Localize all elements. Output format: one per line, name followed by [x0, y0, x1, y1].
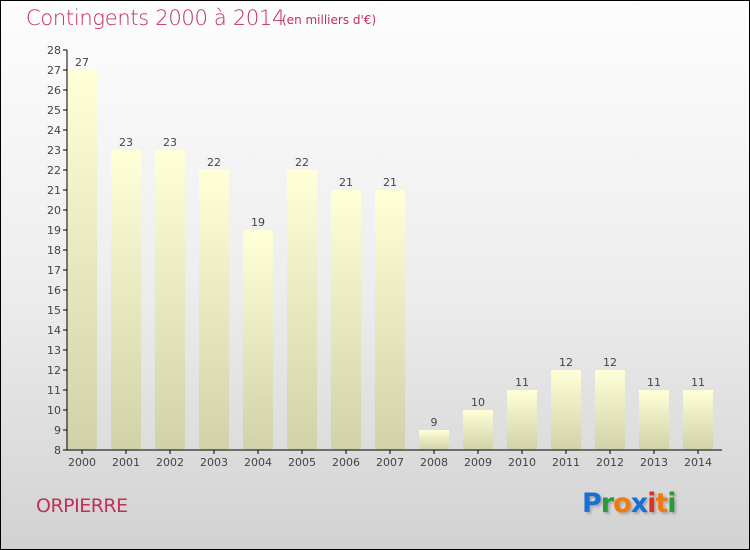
- y-tick-label-11: 11: [47, 384, 61, 397]
- x-tick-label-2013: 2013: [640, 456, 668, 469]
- y-tick-label-19: 19: [47, 224, 61, 237]
- logo-letter: i: [667, 488, 676, 519]
- bar-2006: [331, 190, 361, 450]
- data-label-2007: 21: [383, 176, 397, 189]
- bar-2003: [199, 170, 229, 450]
- x-tick-label-2007: 2007: [376, 456, 404, 469]
- data-label-2011: 12: [559, 356, 573, 369]
- data-label-2002: 23: [163, 136, 177, 149]
- data-label-2008: 9: [431, 416, 438, 429]
- y-tick-label-16: 16: [47, 284, 61, 297]
- data-label-2009: 10: [471, 396, 485, 409]
- x-tick-label-2000: 2000: [68, 456, 96, 469]
- bar-2011: [551, 370, 581, 450]
- y-tick-label-8: 8: [54, 444, 61, 457]
- x-tick-label-2005: 2005: [288, 456, 316, 469]
- bar-2013: [639, 390, 669, 450]
- chart-subtitle: (en milliers d'€): [282, 13, 377, 27]
- y-tick-label-26: 26: [47, 84, 61, 97]
- logo-letter: r: [600, 488, 614, 519]
- data-label-2013: 11: [647, 376, 661, 389]
- y-tick-label-25: 25: [47, 104, 61, 117]
- data-label-2000: 27: [75, 56, 89, 69]
- data-label-2006: 21: [339, 176, 353, 189]
- x-tick-label-2003: 2003: [200, 456, 228, 469]
- bar-2001: [111, 150, 141, 450]
- bar-2010: [507, 390, 537, 450]
- bar-2009: [463, 410, 493, 450]
- logo-letter: P: [582, 488, 602, 519]
- y-tick-label-24: 24: [47, 124, 61, 137]
- bar-2007: [375, 190, 405, 450]
- logo-letter: o: [613, 488, 632, 519]
- data-label-2001: 23: [119, 136, 133, 149]
- y-tick-label-27: 27: [47, 64, 61, 77]
- data-label-2004: 19: [251, 216, 265, 229]
- bar-2008: [419, 430, 449, 450]
- x-tick-label-2014: 2014: [684, 456, 712, 469]
- x-tick-label-2011: 2011: [552, 456, 580, 469]
- data-label-2014: 11: [691, 376, 705, 389]
- y-tick-label-22: 22: [47, 164, 61, 177]
- proxiti-logo: Proxiti: [582, 488, 677, 519]
- logo-letter: t: [655, 488, 668, 519]
- data-label-2003: 22: [207, 156, 221, 169]
- bar-2005: [287, 170, 317, 450]
- data-label-2012: 12: [603, 356, 617, 369]
- y-tick-label-14: 14: [47, 324, 61, 337]
- commune-name: ORPIERRE: [36, 495, 128, 517]
- y-tick-label-28: 28: [47, 44, 61, 57]
- x-tick-label-2001: 2001: [112, 456, 140, 469]
- y-tick-label-15: 15: [47, 304, 61, 317]
- logo-letter: i: [647, 488, 656, 519]
- x-tick-label-2006: 2006: [332, 456, 360, 469]
- bar-2012: [595, 370, 625, 450]
- bar-2004: [243, 230, 273, 450]
- data-label-2005: 22: [295, 156, 309, 169]
- bar-2002: [155, 150, 185, 450]
- logo-letter: x: [630, 488, 648, 519]
- bar-2014: [683, 390, 713, 450]
- chart-title: Contingents 2000 à 2014: [26, 6, 286, 30]
- bar-2000: [67, 70, 97, 450]
- y-tick-label-9: 9: [54, 424, 61, 437]
- x-tick-label-2008: 2008: [420, 456, 448, 469]
- y-tick-label-20: 20: [47, 204, 61, 217]
- y-tick-label-18: 18: [47, 244, 61, 257]
- y-tick-label-13: 13: [47, 344, 61, 357]
- y-tick-label-21: 21: [47, 184, 61, 197]
- x-tick-label-2012: 2012: [596, 456, 624, 469]
- x-tick-label-2009: 2009: [464, 456, 492, 469]
- x-tick-label-2002: 2002: [156, 456, 184, 469]
- y-tick-label-10: 10: [47, 404, 61, 417]
- data-label-2010: 11: [515, 376, 529, 389]
- x-tick-label-2010: 2010: [508, 456, 536, 469]
- y-tick-label-12: 12: [47, 364, 61, 377]
- y-tick-label-17: 17: [47, 264, 61, 277]
- x-tick-label-2004: 2004: [244, 456, 272, 469]
- y-tick-label-23: 23: [47, 144, 61, 157]
